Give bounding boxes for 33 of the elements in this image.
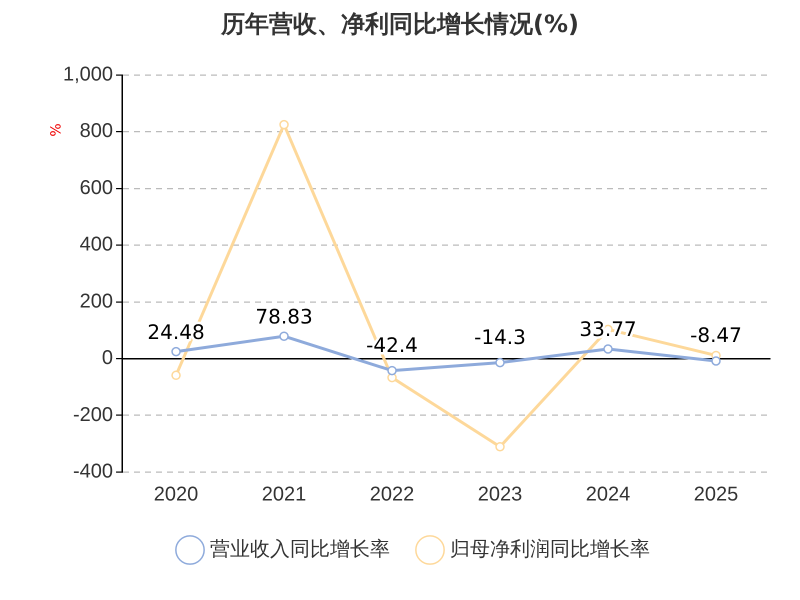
y-tick-label: 200 — [80, 290, 114, 312]
point — [495, 358, 505, 368]
data-label: 78.83 — [255, 304, 313, 328]
data-label: 24.48 — [147, 320, 205, 344]
x-tick-label: 2024 — [586, 484, 630, 506]
y-axis-title: % — [48, 123, 65, 137]
data-label: -8.47 — [690, 323, 742, 348]
y-tick-label: 800 — [80, 120, 114, 142]
y-tick-label: 0 — [102, 347, 114, 370]
legend-label: 营业收入同比增长率 — [210, 538, 390, 561]
point — [171, 346, 181, 356]
x-tick-label: 2022 — [370, 484, 414, 506]
legend-label: 归母净利润同比增长率 — [450, 538, 650, 561]
point — [495, 442, 505, 452]
y-tick-label: -200 — [73, 404, 114, 426]
point — [279, 120, 289, 130]
x-tick-label: 2020 — [154, 484, 198, 506]
data-label: -14.3 — [474, 324, 526, 349]
y-tick-label: -400 — [73, 460, 114, 483]
point — [279, 331, 289, 341]
data-label: 33.77 — [579, 317, 637, 342]
x-tick-label: 2023 — [478, 484, 522, 506]
point — [711, 356, 721, 366]
point — [387, 366, 397, 376]
y-tick-label: 400 — [80, 234, 114, 256]
x-tick-label: 2021 — [262, 484, 306, 506]
data-label: -42.4 — [366, 332, 418, 357]
point — [603, 344, 613, 354]
point — [171, 370, 181, 380]
y-tick-label: 600 — [80, 176, 114, 199]
y-tick-label: 1,000 — [62, 64, 114, 86]
x-tick-label: 2025 — [694, 484, 738, 506]
chart-title: 历年营收、净利同比增长情况(%) — [220, 9, 580, 40]
